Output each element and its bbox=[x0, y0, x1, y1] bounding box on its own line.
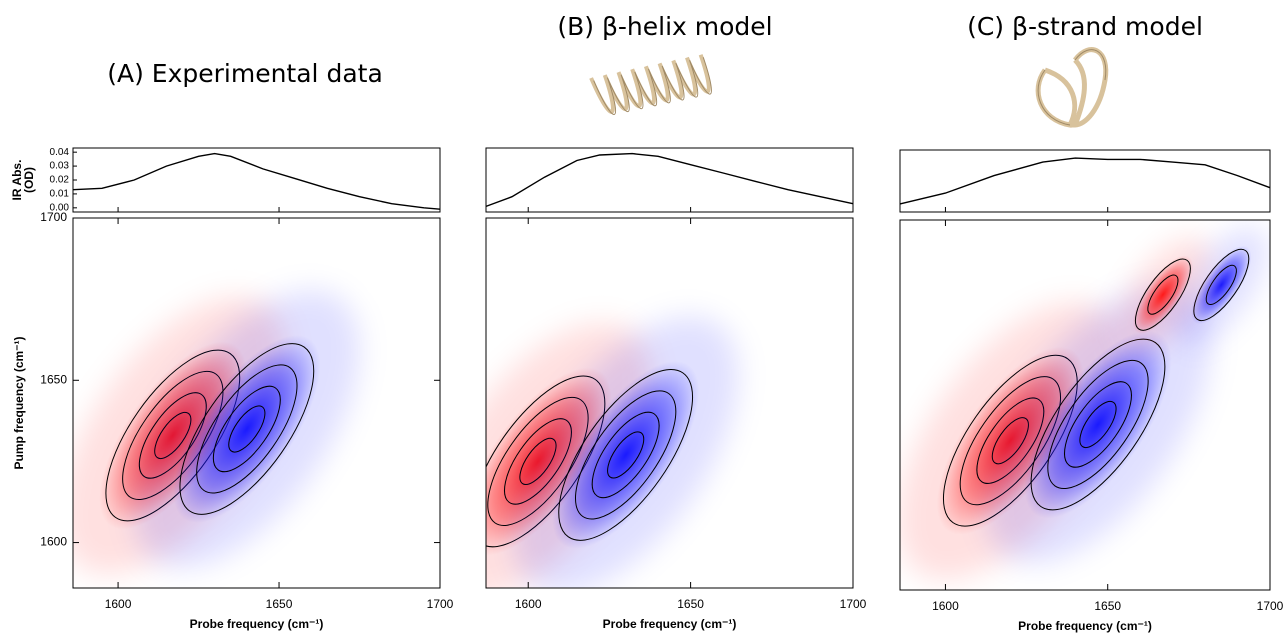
contour-line bbox=[1134, 258, 1191, 331]
peak-fill bbox=[1132, 255, 1194, 334]
peak bbox=[985, 285, 1211, 564]
strand-structure bbox=[1035, 47, 1109, 128]
peak bbox=[134, 290, 360, 568]
map-frame bbox=[899, 219, 1271, 591]
peak bbox=[1117, 236, 1209, 353]
spectrum-map bbox=[900, 220, 1270, 590]
peak-fill bbox=[1191, 245, 1252, 325]
x-tick-label: 1600 bbox=[105, 597, 132, 611]
y-tick-label: 1650 bbox=[40, 372, 67, 386]
x-tick-label: 1600 bbox=[515, 597, 542, 611]
helix-structure bbox=[589, 54, 712, 115]
absorption-frame bbox=[899, 149, 1271, 213]
x-tick-label: 1600 bbox=[932, 599, 959, 613]
y-tick-label: 1700 bbox=[40, 210, 67, 224]
y-tick-label: 0.00 bbox=[50, 202, 70, 213]
spectrum-map bbox=[73, 218, 440, 588]
y-tick-label: 0.03 bbox=[50, 161, 70, 172]
y-tick-label: 0.01 bbox=[50, 189, 70, 200]
x-axis-label: Probe frequency (cm⁻¹) bbox=[603, 617, 737, 631]
contour-line bbox=[591, 411, 660, 499]
contour-line bbox=[1079, 400, 1117, 449]
absorption-frame bbox=[485, 147, 854, 213]
peak bbox=[512, 316, 739, 588]
y-tick-label: 0.02 bbox=[50, 175, 70, 186]
contour-line bbox=[228, 405, 266, 453]
absorption-line bbox=[485, 152, 854, 208]
x-tick-label: 1700 bbox=[427, 597, 454, 611]
contour-line bbox=[1064, 381, 1132, 468]
peak-fill bbox=[1024, 330, 1172, 519]
peak-fill bbox=[173, 335, 321, 523]
y-axis-label: (OD) bbox=[22, 167, 36, 193]
map-frame bbox=[72, 217, 441, 589]
contour-line bbox=[1147, 274, 1179, 315]
contour-line bbox=[1047, 359, 1149, 490]
x-tick-label: 1650 bbox=[266, 597, 293, 611]
x-tick-label: 1700 bbox=[1257, 599, 1284, 613]
contour-line bbox=[558, 369, 694, 541]
absorption-line bbox=[72, 152, 441, 210]
peak-fill bbox=[552, 361, 700, 549]
contour-line bbox=[1205, 264, 1237, 305]
x-tick-label: 1700 bbox=[840, 597, 867, 611]
panel-title: (C) β-strand model bbox=[967, 12, 1203, 41]
x-axis-label: Probe frequency (cm⁻¹) bbox=[1018, 619, 1152, 633]
map-frame bbox=[485, 217, 854, 589]
x-tick-label: 1650 bbox=[1094, 599, 1121, 613]
peak bbox=[1175, 227, 1268, 343]
panel-title: (A) Experimental data bbox=[107, 59, 383, 88]
contour-line bbox=[196, 364, 298, 494]
contour-line bbox=[607, 431, 645, 479]
x-axis-label: Probe frequency (cm⁻¹) bbox=[190, 617, 324, 631]
spectrum-map bbox=[486, 218, 853, 588]
contour-line bbox=[1193, 248, 1250, 322]
contour-line bbox=[179, 343, 315, 515]
contour-line bbox=[574, 390, 677, 520]
y-axis-label: IR Abs. bbox=[10, 160, 24, 201]
absorption-line bbox=[899, 157, 1271, 205]
y-tick-label: 1600 bbox=[40, 535, 67, 549]
x-tick-label: 1650 bbox=[677, 597, 704, 611]
y-tick-label: 0.04 bbox=[50, 147, 70, 158]
contour-line bbox=[212, 385, 281, 473]
panel-title: (B) β-helix model bbox=[557, 12, 772, 41]
y-axis-label: Pump frequency (cm⁻¹) bbox=[12, 336, 26, 469]
